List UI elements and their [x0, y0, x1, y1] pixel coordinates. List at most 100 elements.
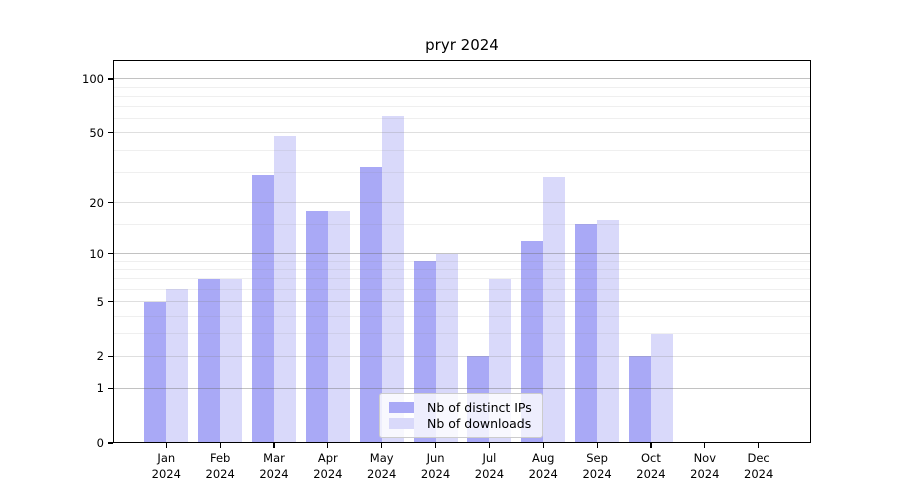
legend-label-distinct-ips: Nb of distinct IPs [427, 399, 532, 415]
y-tick-label: 50 [89, 125, 104, 140]
y-tick-label: 5 [96, 294, 104, 309]
minor-gridline [113, 223, 811, 225]
x-tick-month: Mar [263, 451, 285, 465]
x-tick-label: May 2024 [350, 451, 414, 482]
minor-gridline [113, 171, 811, 173]
x-tick-year: 2024 [744, 466, 774, 481]
minor-gridline [113, 106, 811, 108]
x-tick-mark [327, 443, 329, 448]
y-tick-label: 20 [89, 195, 104, 210]
x-tick-month: Apr [317, 451, 338, 465]
x-tick-month: Dec [747, 451, 770, 465]
y-tick-mark [107, 442, 113, 444]
minor-gridline [113, 118, 811, 120]
minor-gridline [113, 288, 811, 290]
x-tick-year: 2024 [528, 466, 558, 481]
y-tick-mark [107, 355, 113, 357]
x-tick-year: 2024 [313, 466, 343, 481]
minor-gridline [113, 269, 811, 271]
x-tick-year: 2024 [420, 466, 451, 481]
x-tick-year: 2024 [205, 466, 235, 481]
legend-swatch-distinct-ips-icon [389, 401, 414, 413]
x-tick-mark [488, 443, 490, 448]
x-tick-mark [381, 443, 383, 448]
x-tick-mark [596, 443, 598, 448]
x-tick-year: 2024 [367, 466, 397, 481]
x-tick-mark [758, 443, 760, 448]
major-gridline [113, 253, 811, 255]
y-tick-mark [107, 78, 113, 80]
x-tick-mark [434, 443, 437, 448]
y-tick-mark [107, 387, 113, 389]
x-tick-mark [219, 443, 221, 448]
minor-gridline [113, 315, 811, 317]
bar-downloads [650, 333, 673, 443]
bar-distinct-ips [628, 356, 651, 443]
legend: Nb of distinct IPs Nb of downloads [379, 393, 543, 438]
bar-distinct-ips [252, 174, 274, 443]
x-tick-year: 2024 [636, 466, 666, 481]
x-tick-month: Nov [693, 451, 717, 465]
major-gridline [113, 132, 811, 134]
bar-distinct-ips [575, 224, 598, 443]
minor-gridline [113, 95, 811, 97]
y-tick-label: 1 [96, 381, 104, 396]
x-tick-month: May [369, 451, 394, 465]
x-tick-label: Jul 2024 [457, 451, 521, 482]
x-tick-mark [542, 443, 544, 448]
x-tick-label: Aug 2024 [511, 451, 575, 482]
x-tick-month: Oct [640, 451, 661, 465]
x-tick-month: Jun [426, 451, 445, 465]
y-tick-label: 2 [96, 349, 104, 364]
y-tick-label: 0 [96, 436, 104, 450]
major-gridline [113, 301, 811, 303]
x-tick-label: Feb 2024 [188, 451, 252, 482]
x-tick-mark [165, 443, 167, 448]
bar-downloads [166, 289, 189, 443]
bar-downloads [543, 177, 566, 443]
chart-title: pryr 2024 [425, 36, 499, 54]
x-tick-mark [650, 443, 652, 448]
x-tick-label: Jan 2024 [134, 451, 198, 482]
minor-gridline [113, 86, 811, 88]
x-tick-label: Nov 2024 [673, 451, 737, 482]
y-tick-mark [107, 202, 113, 204]
x-tick-label: Oct 2024 [619, 451, 683, 482]
x-tick-year: 2024 [259, 466, 289, 481]
bar-downloads [220, 278, 243, 443]
x-tick-year: 2024 [582, 466, 612, 481]
major-gridline [113, 387, 811, 389]
x-tick-year: 2024 [474, 466, 505, 481]
x-tick-label: Dec 2024 [727, 451, 791, 482]
x-tick-mark [273, 443, 275, 448]
y-tick-mark [107, 132, 113, 134]
major-gridline [113, 355, 811, 357]
y-tick-label: 100 [82, 71, 104, 86]
bar-downloads [327, 210, 350, 443]
legend-swatch-downloads-icon [389, 418, 414, 430]
bar-downloads [274, 135, 296, 443]
major-gridline [113, 202, 811, 204]
y-tick-label: 10 [89, 246, 104, 261]
x-tick-label: Sep 2024 [565, 451, 629, 482]
bar-distinct-ips [359, 167, 382, 443]
x-tick-mark [704, 443, 706, 448]
x-tick-month: Aug [532, 451, 555, 465]
legend-item-downloads: Nb of downloads [389, 416, 532, 433]
bar-distinct-ips [521, 240, 544, 443]
minor-gridline [113, 278, 811, 280]
x-tick-label: Jun 2024 [404, 451, 468, 482]
minor-gridline [113, 333, 811, 335]
x-tick-month: Jan [157, 451, 176, 465]
bar-downloads [381, 116, 404, 443]
x-tick-label: Mar 2024 [242, 451, 306, 482]
legend-label-downloads: Nb of downloads [427, 416, 532, 432]
bar-distinct-ips [144, 301, 167, 443]
major-gridline [113, 78, 811, 80]
x-tick-label: Apr 2024 [296, 451, 360, 482]
y-tick-mark [107, 301, 113, 303]
x-tick-month: Jul [482, 451, 497, 465]
bar-downloads [597, 219, 620, 443]
bar-distinct-ips [198, 278, 221, 443]
